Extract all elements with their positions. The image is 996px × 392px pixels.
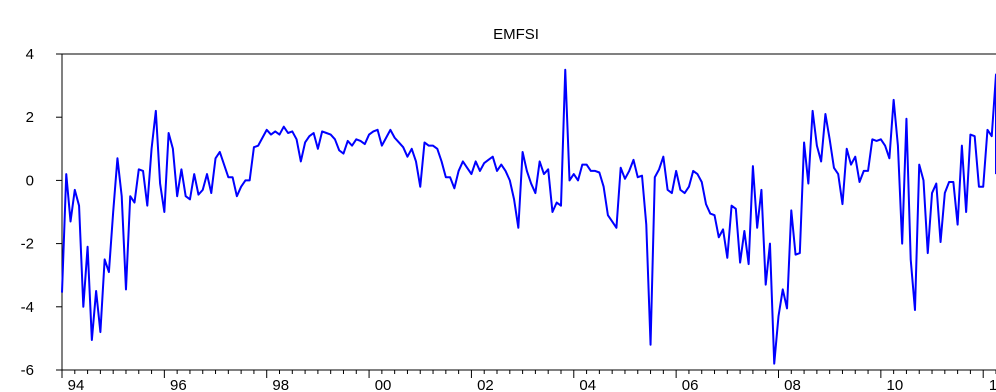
x-tick-label: 12 — [989, 377, 996, 392]
x-tick-label: 08 — [784, 377, 801, 392]
x-tick-label: 02 — [477, 377, 494, 392]
x-axis: 94 96 98 00 02 04 06 08 10 12 — [61, 370, 996, 392]
chart-title: EMFSI — [493, 26, 539, 43]
series-layer — [61, 68, 996, 365]
y-tick-label: 0 — [26, 172, 34, 189]
series-line — [61, 68, 996, 365]
x-tick-label: 98 — [272, 377, 289, 392]
y-tick-label: 2 — [26, 109, 34, 126]
x-tick-label: 94 — [68, 377, 85, 392]
x-tick-label: 04 — [579, 377, 596, 392]
y-tick-label: -6 — [21, 362, 34, 379]
y-tick-label: -2 — [21, 236, 34, 253]
x-tick-label: 10 — [887, 377, 904, 392]
x-tick-label: 00 — [375, 377, 392, 392]
y-tick-label: -4 — [21, 299, 34, 316]
y-axis: 4 2 0 -2 -4 -6 — [21, 46, 62, 379]
x-tick-label: 06 — [682, 377, 699, 392]
y-tick-label: 4 — [26, 46, 34, 63]
x-tick-label: 96 — [170, 377, 187, 392]
